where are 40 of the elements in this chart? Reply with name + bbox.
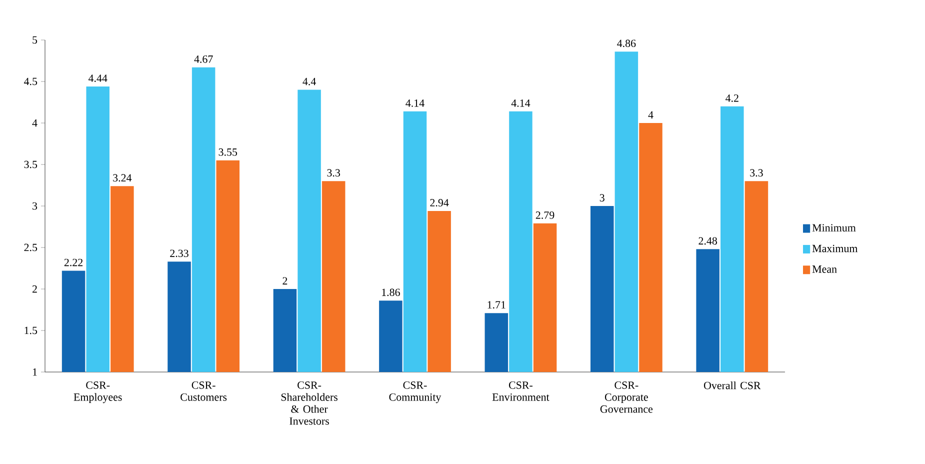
data-label: 4.14 [511,99,530,107]
data-label: 2.94 [430,199,449,206]
data-label: 4.14 [406,99,424,107]
data-label: 2.79 [536,212,554,219]
legend-label: Maximum [812,244,858,252]
y-tick-label: 3.5 [24,160,38,168]
data-label: 2.22 [64,258,83,266]
data-label: 3.3 [750,169,763,177]
data-label: 3 [600,194,604,202]
data-label: 4.2 [726,94,738,102]
data-label: 2.48 [698,237,717,245]
data-label: 2 [282,277,288,284]
x-tick-label: CSR- Employees [74,382,122,404]
y-tick-label: 2 [32,285,37,293]
data-label: 3.3 [327,169,340,177]
data-label: 4.67 [194,55,213,63]
x-tick-label: CSR- Environment [492,382,550,401]
legend-label: Mean [812,266,837,273]
y-tick-label: 1.5 [24,326,38,334]
data-label: 4 [648,111,654,118]
y-tick-label: 1 [32,368,37,376]
data-label: 4.86 [617,40,636,48]
x-tick-label: CSR- Corporate Governance [600,382,653,413]
data-label: 1.71 [488,301,506,309]
y-tick-label: 2.5 [24,244,38,252]
data-label: 3.55 [218,148,238,156]
data-label: 2.33 [170,250,188,258]
x-tick-label: CSR- Shareholders & Other Investors [281,382,338,425]
x-tick-label: CSR- Community [389,382,442,404]
x-tick-label: CSR- Customers [180,382,227,401]
y-tick-label: 4.5 [24,78,38,86]
y-tick-label: 4 [32,119,38,127]
data-label: 3.24 [113,174,132,182]
data-label: 4.44 [88,74,108,82]
legend-label: Minimum [812,224,856,232]
y-tick-label: 3 [32,202,38,210]
data-label: 4.4 [302,78,316,86]
data-label: 1.86 [382,288,400,296]
y-tick-label: 5 [32,36,38,44]
x-tick-label: Overall CSR [704,382,761,390]
